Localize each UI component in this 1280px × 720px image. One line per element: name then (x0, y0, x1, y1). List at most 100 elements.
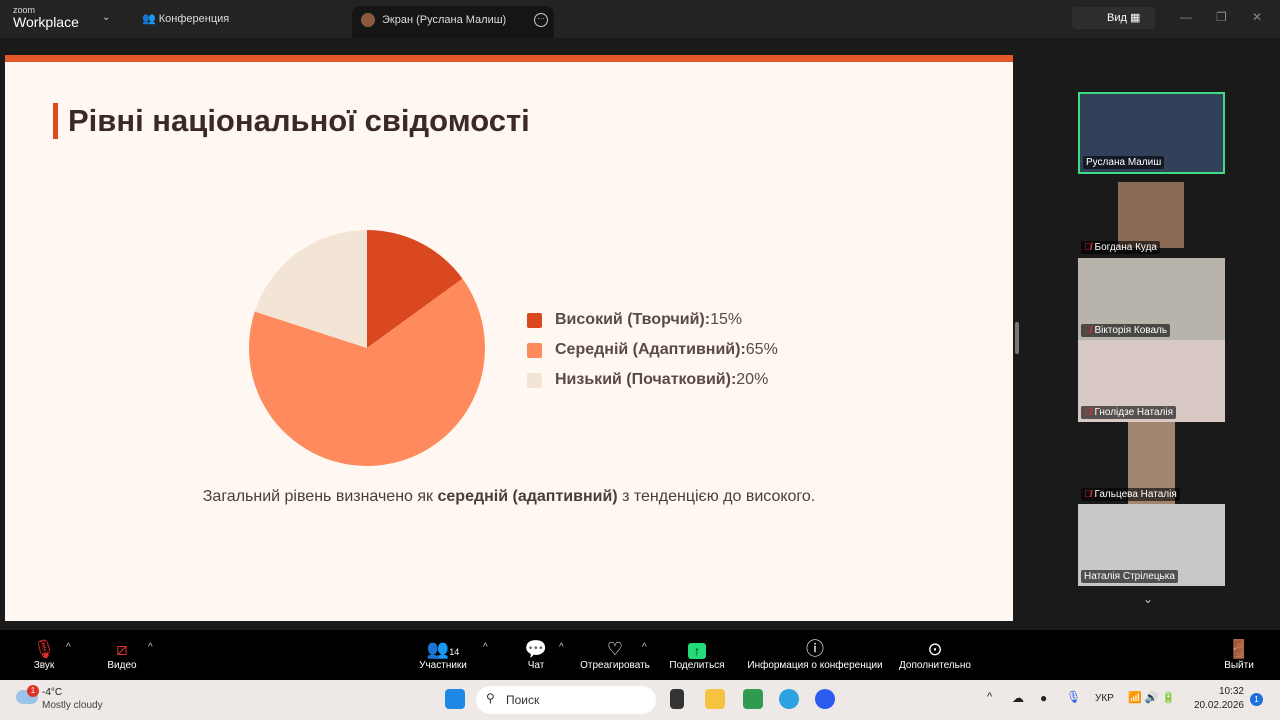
legend-value: 65% (745, 341, 778, 358)
react-button[interactable]: ♡ Отреагировать (576, 638, 654, 671)
clock-date[interactable]: 20.02.2026 (1193, 700, 1244, 711)
grid-icon: ▦ (1129, 12, 1141, 24)
chat-label: Чат (527, 660, 545, 671)
leave-label: Выйти (1224, 660, 1254, 671)
video-button[interactable]: ⧄ Видео (104, 638, 140, 671)
scroll-down-chevron-icon[interactable]: ⌄ (1143, 592, 1154, 606)
clock-time[interactable]: 10:32 (1218, 686, 1244, 697)
conference-tab[interactable]: 👥 Конференция (142, 12, 229, 25)
muted-mic-icon: 🎙 (32, 639, 56, 659)
language-indicator[interactable]: УКР (1095, 693, 1114, 704)
participants-caret-icon[interactable]: ^ (483, 642, 488, 653)
tray-overflow-icon[interactable]: ^ (987, 691, 993, 703)
legend-item: Високий (Творчий): 15% (527, 305, 778, 335)
pie-slice-1 (367, 230, 463, 348)
classroom-icon[interactable] (743, 689, 763, 709)
participant-name: Наталія Стрілецька (1081, 570, 1178, 583)
notification-badge[interactable]: 1 (1250, 693, 1263, 706)
shared-slide: Рівні національної свідомості Високий (Т… (5, 55, 1013, 621)
participant-tile[interactable]: 🎙̸ Вікторія Коваль (1078, 258, 1225, 340)
logo-big: Workplace (13, 14, 79, 30)
participant-name-text: Богдана Куда (1094, 242, 1157, 253)
chat-button[interactable]: 💬 Чат (522, 638, 550, 671)
participant-name: Руслана Малиш (1083, 156, 1165, 169)
summary-pre: Загальний рівень визначено як (202, 488, 438, 505)
legend-value: 15% (710, 311, 743, 328)
legend-label: Низький (Початковий): (555, 371, 737, 388)
participant-name: 🎙̸ Гнолідзе Наталія (1081, 406, 1176, 419)
participant-name: 🎙̸ Гальцева Наталія (1081, 488, 1180, 501)
weather-desc[interactable]: Mostly cloudy (42, 700, 103, 711)
participant-name: 🎙̸ Богдана Куда (1081, 241, 1160, 254)
search-placeholder: Поиск (506, 693, 540, 707)
more-label: Дополнительно (899, 660, 971, 671)
screen-share-tab[interactable]: Экран (Руслана Малиш) ··· (352, 6, 554, 38)
weather-badge: 1 (27, 685, 39, 697)
minimize-icon[interactable]: — (1180, 10, 1192, 24)
chevron-down-icon[interactable]: ⌄ (102, 12, 111, 23)
zoom-logo: zoom Workplace (13, 5, 79, 30)
participants-count: 14 (449, 647, 460, 657)
participants-label: Участники (419, 660, 467, 671)
legend-value: 20% (736, 371, 769, 388)
meeting-info-button[interactable]: ⓘ Информация о конференции (744, 638, 886, 671)
taskbar-search[interactable]: ⚲ Поиск (476, 686, 656, 714)
conference-label: Конференция (158, 13, 230, 25)
muted-mic-icon: 🎙̸ (1084, 407, 1092, 418)
muted-mic-icon: 🎙̸ (1084, 489, 1092, 500)
legend-item: Низький (Початковий): 20% (527, 365, 778, 395)
video-label: Видео (107, 660, 137, 671)
pie-chart (249, 230, 485, 466)
onedrive-icon[interactable]: ☁ (1012, 691, 1024, 705)
legend-swatch (527, 372, 542, 388)
slide-accent-bar (5, 55, 1013, 62)
audio-label: Звук (33, 660, 55, 671)
task-view-icon[interactable] (670, 689, 684, 709)
view-label: Вид (1107, 12, 1127, 24)
participant-tile[interactable]: 🎙̸ Гнолідзе Наталія (1078, 340, 1225, 422)
maximize-icon[interactable]: ❐ (1216, 10, 1227, 24)
participant-name: 🎙̸ Вікторія Коваль (1081, 324, 1171, 337)
audio-options-caret-icon[interactable]: ^ (66, 642, 71, 653)
windows-start-icon[interactable] (445, 689, 465, 709)
avatar (361, 13, 375, 27)
audio-button[interactable]: 🎙 Звук (28, 638, 60, 671)
more-icon[interactable]: ··· (534, 13, 548, 27)
view-button[interactable]: Вид ▦ (1072, 7, 1155, 29)
title-accent (53, 103, 58, 139)
participant-tile[interactable]: 🎙̸ Богдана Куда (1078, 175, 1225, 257)
telegram-icon[interactable] (779, 689, 799, 709)
weather-temp[interactable]: -4°C (42, 687, 63, 698)
participant-name-text: Гнолідзе Наталія (1094, 407, 1174, 418)
video-options-caret-icon[interactable]: ^ (148, 642, 153, 653)
microphone-icon[interactable]: 🎙 (1066, 690, 1082, 704)
share-button[interactable]: ↑ Поделиться (666, 638, 728, 671)
title-bar: zoom Workplace ⌄ 👥 Конференция Экран (Рус… (0, 0, 1280, 38)
muted-mic-icon: 🎙̸ (1084, 242, 1092, 253)
logo-small: zoom (13, 5, 36, 15)
network-tray-icon[interactable]: ● (1040, 691, 1048, 705)
wifi-volume-battery-icons[interactable]: 📶 🔊 🔋 (1128, 692, 1176, 704)
share-label: Поделиться (669, 660, 725, 671)
participant-tile[interactable]: Наталія Стрілецька (1078, 504, 1225, 586)
split-drag-handle[interactable] (1015, 322, 1019, 354)
close-icon[interactable]: ✕ (1252, 10, 1263, 24)
leave-button[interactable]: 🚪 Выйти (1222, 638, 1256, 671)
chart-legend: Високий (Творчий): 15% Середній (Адаптивн… (527, 305, 778, 395)
participant-tile[interactable]: 🎙̸ Гальцева Наталія (1078, 422, 1225, 504)
summary-text: Загальний рівень визначено як середній (… (5, 488, 1013, 506)
participants-button[interactable]: 👥14 Участники (413, 638, 473, 671)
muted-mic-icon: 🎙̸ (1084, 325, 1092, 336)
summary-post: з тенденцією до високого. (617, 488, 816, 505)
search-icon: ⚲ (486, 691, 495, 705)
participants-icon: 👥14 (426, 639, 460, 659)
participant-tile[interactable]: Руслана Малиш (1078, 92, 1225, 174)
legend-label: Високий (Творчий): (555, 311, 711, 328)
file-explorer-icon[interactable] (705, 689, 725, 709)
zoom-icon[interactable] (815, 689, 835, 709)
chat-caret-icon[interactable]: ^ (559, 642, 564, 653)
slide-title: Рівні національної свідомості (68, 103, 530, 138)
more-button[interactable]: ⊙ Дополнительно (896, 638, 974, 671)
react-label: Отреагировать (580, 660, 650, 671)
react-caret-icon[interactable]: ^ (642, 642, 647, 653)
